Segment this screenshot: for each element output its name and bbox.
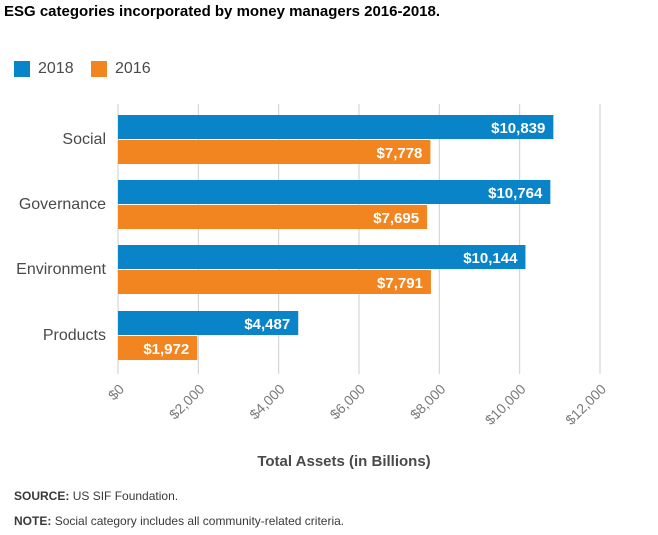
- x-tick-label-2: $4,000: [246, 381, 288, 423]
- data-label-products-2018: $4,487: [244, 316, 290, 333]
- category-label-products: Products: [43, 327, 106, 344]
- data-label-environment-2018: $10,144: [463, 250, 518, 267]
- note-text: Social category includes all community-r…: [54, 514, 345, 528]
- x-tick-label-1: $2,000: [166, 381, 208, 423]
- chart-title: ESG categories incorporated by money man…: [4, 3, 441, 20]
- x-tick-label-0: $0: [105, 381, 127, 403]
- x-tick-label-4: $8,000: [407, 381, 449, 423]
- bar-environment-2016: [118, 270, 431, 294]
- data-label-environment-2016: $7,791: [377, 275, 423, 292]
- bar-social-2018: [118, 115, 554, 139]
- bar-products-2018: [118, 311, 299, 335]
- data-label-governance-2018: $10,764: [488, 185, 543, 202]
- category-label-governance: Governance: [19, 196, 106, 213]
- bar-products-2016: [118, 336, 198, 360]
- x-tick-label-5: $10,000: [482, 381, 529, 428]
- category-label-social: Social: [62, 131, 106, 148]
- x-tick-label-3: $6,000: [327, 381, 369, 423]
- x-tick-label-6: $12,000: [562, 381, 609, 428]
- source-note: SOURCE: US SIF Foundation.: [14, 489, 178, 503]
- source-text: US SIF Foundation.: [72, 489, 179, 503]
- legend-swatch-2018: [14, 61, 30, 77]
- bar-governance-2016: [118, 205, 428, 229]
- data-label-social-2018: $10,839: [491, 120, 545, 137]
- bar-governance-2018: [118, 180, 551, 204]
- data-label-governance-2016: $7,695: [373, 210, 419, 227]
- category-label-environment: Environment: [16, 261, 106, 278]
- data-label-social-2016: $7,778: [377, 145, 423, 162]
- legend-label-2016: 2016: [115, 60, 151, 77]
- bar-social-2016: [118, 140, 431, 164]
- x-axis-title: Total Assets (in Billions): [257, 453, 430, 470]
- footnote: NOTE: Social category includes all commu…: [14, 514, 344, 528]
- legend-swatch-2016: [91, 61, 107, 77]
- note-label: NOTE:: [14, 514, 52, 528]
- bar-chart: $10,839 $7,778 Social $10,764 $7,695 Governan…: [16, 104, 609, 470]
- source-label: SOURCE:: [14, 489, 70, 503]
- legend-label-2018: 2018: [38, 60, 74, 77]
- data-label-products-2016: $1,972: [143, 341, 189, 358]
- bar-environment-2018: [118, 245, 526, 269]
